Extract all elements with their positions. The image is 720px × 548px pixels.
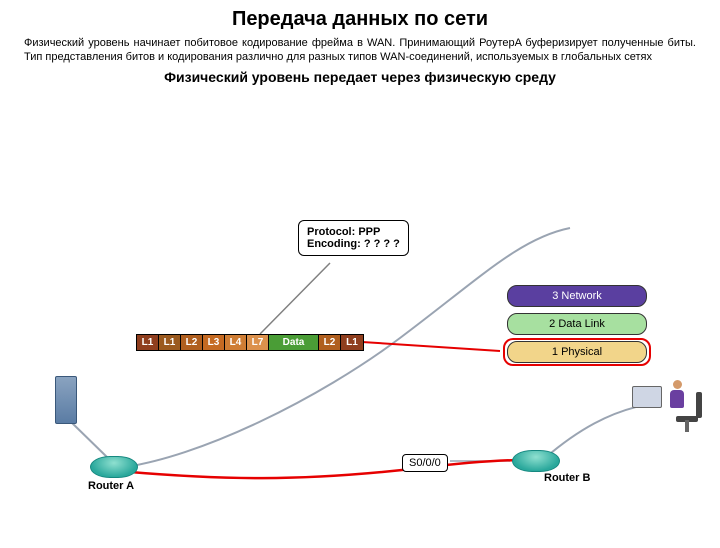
layer-segment: L4 (225, 335, 247, 350)
layer-segment: L1 (137, 335, 159, 350)
server-icon (55, 376, 77, 424)
network-diagram: Protocol: PPP Encoding: ? ? ? ? L1L1L2L3… (0, 158, 720, 548)
subtitle: Физический уровень передает через физиче… (0, 69, 720, 85)
layer-segment: L2 (181, 335, 203, 350)
layer-segment: L7 (247, 335, 269, 350)
workstation-monitor-icon (632, 386, 662, 408)
layer-segment: L1 (341, 335, 363, 350)
protocol-value: PPP (358, 226, 380, 238)
encoding-value: ? ? ? ? (364, 238, 400, 250)
chair-icon (676, 392, 702, 432)
encoding-label: Encoding: (307, 238, 361, 250)
page-title: Передача данных по сети (0, 8, 720, 31)
layer-segment: Data (269, 335, 319, 350)
osi-highlight (503, 338, 651, 366)
router-a-label: Router A (88, 480, 134, 492)
router-a-icon (90, 456, 138, 478)
osi-layer-box: 2 Data Link (507, 313, 647, 335)
interface-label: S0/0/0 (402, 454, 448, 472)
protocol-label: Protocol: (307, 226, 355, 238)
layer-segment: L1 (159, 335, 181, 350)
layer-segment: L3 (203, 335, 225, 350)
osi-layer-box: 3 Network (507, 285, 647, 307)
frame-layer-strip: L1L1L2L3L4L7DataL2L1 (136, 334, 364, 351)
intro-paragraph: Физический уровень начинает побитовое ко… (24, 37, 696, 65)
router-b-icon (512, 450, 560, 472)
layer-segment: L2 (319, 335, 341, 350)
protocol-encoding-box: Protocol: PPP Encoding: ? ? ? ? (298, 220, 409, 256)
router-b-label: Router B (544, 472, 590, 484)
